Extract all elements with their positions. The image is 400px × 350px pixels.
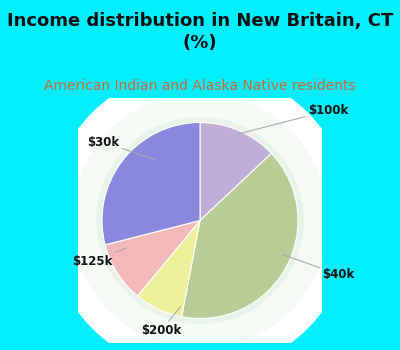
- Text: $40k: $40k: [283, 255, 355, 281]
- Wedge shape: [138, 220, 200, 317]
- Wedge shape: [105, 220, 200, 296]
- Text: $125k: $125k: [72, 248, 126, 268]
- Circle shape: [122, 142, 278, 299]
- Text: $200k: $200k: [141, 307, 182, 337]
- Text: $30k: $30k: [87, 135, 156, 160]
- Circle shape: [48, 69, 352, 350]
- Wedge shape: [182, 153, 298, 318]
- Wedge shape: [102, 122, 200, 245]
- Text: American Indian and Alaska Native residents: American Indian and Alaska Native reside…: [44, 79, 356, 93]
- Text: Income distribution in New Britain, CT
(%): Income distribution in New Britain, CT (…: [7, 12, 393, 52]
- Circle shape: [97, 118, 303, 323]
- Circle shape: [72, 93, 327, 348]
- Circle shape: [146, 167, 254, 274]
- Wedge shape: [200, 122, 272, 220]
- Text: $100k: $100k: [237, 104, 348, 134]
